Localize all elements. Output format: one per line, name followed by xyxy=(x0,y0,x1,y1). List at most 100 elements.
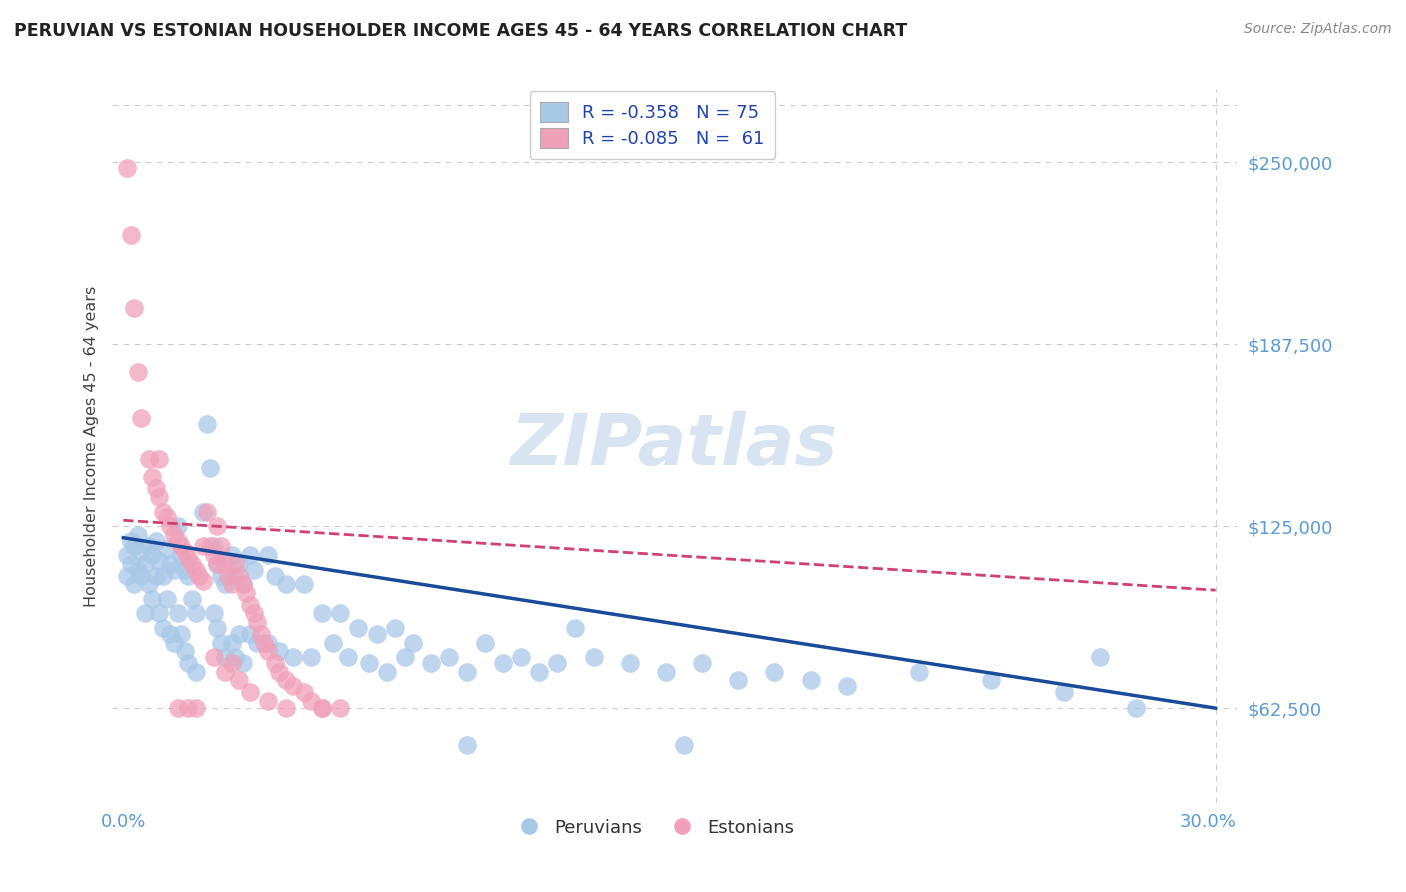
Point xyxy=(202,540,225,554)
Point xyxy=(166,519,188,533)
Point xyxy=(145,568,167,582)
Point xyxy=(980,673,1002,688)
Point xyxy=(329,701,352,715)
Point xyxy=(347,621,370,635)
Point xyxy=(283,650,305,665)
Point xyxy=(181,591,204,606)
Point xyxy=(311,607,333,621)
Point xyxy=(655,665,678,679)
Point xyxy=(191,574,214,589)
Point xyxy=(299,694,322,708)
Point xyxy=(152,621,174,635)
Point xyxy=(173,563,195,577)
Y-axis label: Householder Income Ages 45 - 64 years: Householder Income Ages 45 - 64 years xyxy=(83,285,98,607)
Point xyxy=(366,627,388,641)
Point xyxy=(115,548,138,562)
Point xyxy=(214,557,236,571)
Point xyxy=(148,490,170,504)
Point xyxy=(1088,650,1111,665)
Point xyxy=(253,635,276,649)
Point xyxy=(177,701,200,715)
Legend: Peruvians, Estonians: Peruvians, Estonians xyxy=(503,812,801,844)
Point xyxy=(221,635,243,649)
Text: PERUVIAN VS ESTONIAN HOUSEHOLDER INCOME AGES 45 - 64 YEARS CORRELATION CHART: PERUVIAN VS ESTONIAN HOUSEHOLDER INCOME … xyxy=(14,22,907,40)
Point xyxy=(207,557,229,571)
Point xyxy=(257,694,280,708)
Point xyxy=(264,656,287,670)
Point xyxy=(257,635,280,649)
Point xyxy=(141,591,163,606)
Point xyxy=(224,568,246,582)
Point xyxy=(198,460,221,475)
Point xyxy=(214,665,236,679)
Point xyxy=(122,301,145,315)
Point xyxy=(221,548,243,562)
Point xyxy=(322,635,344,649)
Point xyxy=(141,469,163,483)
Point xyxy=(228,557,250,571)
Point xyxy=(184,665,207,679)
Point xyxy=(375,665,398,679)
Point xyxy=(299,650,322,665)
Point xyxy=(224,650,246,665)
Point xyxy=(246,615,269,630)
Point xyxy=(232,577,254,591)
Text: Source: ZipAtlas.com: Source: ZipAtlas.com xyxy=(1244,22,1392,37)
Point xyxy=(232,577,254,591)
Point xyxy=(166,607,188,621)
Point xyxy=(492,656,515,670)
Point xyxy=(311,701,333,715)
Point xyxy=(131,545,153,559)
Point xyxy=(170,540,193,554)
Point xyxy=(232,656,254,670)
Point xyxy=(239,548,262,562)
Point xyxy=(120,227,142,242)
Point xyxy=(437,650,460,665)
Point xyxy=(127,563,149,577)
Point xyxy=(257,644,280,658)
Point xyxy=(115,161,138,175)
Point xyxy=(134,557,156,571)
Point xyxy=(148,607,170,621)
Point xyxy=(202,607,225,621)
Point xyxy=(156,591,179,606)
Point xyxy=(242,563,264,577)
Point xyxy=(690,656,713,670)
Point xyxy=(249,627,271,641)
Point xyxy=(131,411,153,425)
Point xyxy=(510,650,533,665)
Point xyxy=(214,650,236,665)
Point xyxy=(166,533,188,548)
Point xyxy=(184,607,207,621)
Point xyxy=(188,568,211,582)
Point xyxy=(311,701,333,715)
Point xyxy=(214,577,236,591)
Point xyxy=(198,540,221,554)
Point xyxy=(228,673,250,688)
Point xyxy=(274,673,297,688)
Point xyxy=(394,650,416,665)
Point xyxy=(283,679,305,693)
Point xyxy=(224,557,246,571)
Point xyxy=(672,738,695,752)
Point xyxy=(181,557,204,571)
Point xyxy=(141,548,163,562)
Point xyxy=(456,738,478,752)
Point xyxy=(474,635,496,649)
Point xyxy=(207,557,229,571)
Point xyxy=(191,504,214,518)
Point xyxy=(228,568,250,582)
Point xyxy=(207,519,229,533)
Point xyxy=(156,542,179,557)
Point xyxy=(122,540,145,554)
Point xyxy=(120,557,142,571)
Point xyxy=(835,679,858,693)
Point xyxy=(138,577,160,591)
Point xyxy=(257,548,280,562)
Point xyxy=(292,577,315,591)
Point xyxy=(148,554,170,568)
Point xyxy=(264,568,287,582)
Point xyxy=(131,568,153,582)
Point xyxy=(419,656,441,670)
Point xyxy=(138,452,160,467)
